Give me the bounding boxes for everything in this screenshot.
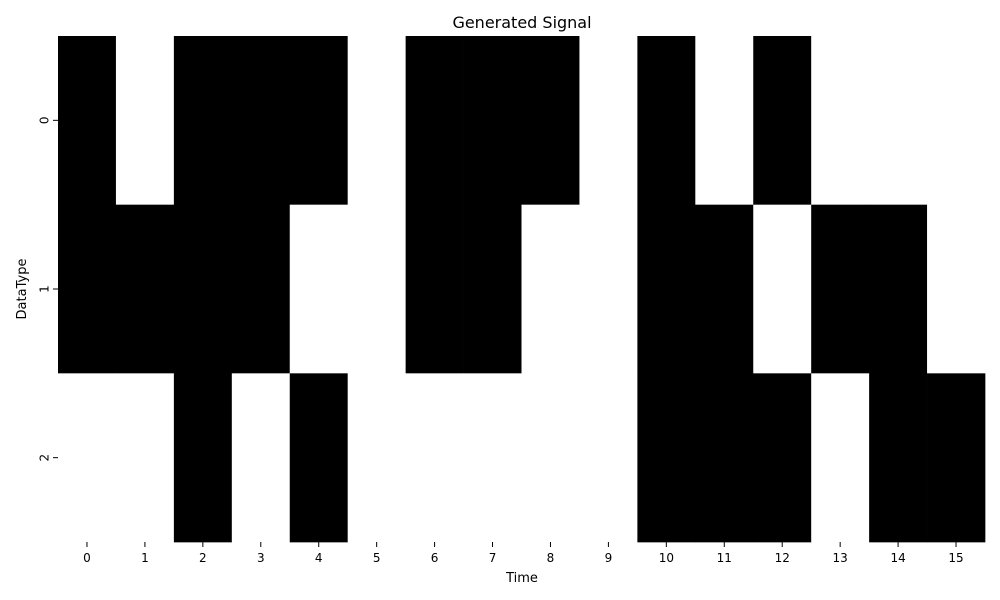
heatmap-cell-r0-c1	[115, 36, 175, 206]
x-tick-label-6: 6	[431, 551, 439, 565]
heatmap-cell-r1-c13	[811, 204, 870, 374]
heatmap-cell-r2-c9	[579, 373, 638, 543]
x-tick-label-4: 4	[315, 551, 323, 565]
heatmap-cell-r2-c1	[115, 373, 175, 543]
heatmap-cell-r0-c15	[927, 36, 986, 206]
x-tick-label-1: 1	[141, 551, 149, 565]
heatmap-cell-r2-c7	[463, 373, 522, 543]
x-tick-label-9: 9	[605, 551, 613, 565]
heatmap-cell-r2-c12	[753, 373, 812, 543]
heatmap-cell-r0-c9	[579, 36, 638, 206]
heatmap-cell-r0-c2	[173, 36, 233, 206]
heatmap-cell-r2-c5	[347, 373, 406, 543]
heatmap-cell-r1-c9	[579, 204, 638, 374]
heatmap-cells	[58, 36, 986, 543]
heatmap-cell-r1-c11	[695, 204, 754, 374]
x-tick-label-7: 7	[489, 551, 497, 565]
heatmap-cell-r0-c5	[347, 36, 406, 206]
heatmap-cell-r0-c11	[695, 36, 754, 206]
heatmap-cell-r1-c2	[173, 204, 233, 374]
heatmap-cell-r2-c14	[869, 373, 928, 543]
heatmap-cell-r1-c3	[231, 204, 291, 374]
heatmap-cell-r1-c8	[521, 204, 580, 374]
heatmap-cell-r0-c7	[463, 36, 522, 206]
heatmap-cell-r2-c2	[173, 373, 233, 543]
x-tick-label-3: 3	[257, 551, 265, 565]
heatmap-cell-r0-c8	[521, 36, 580, 206]
x-tick-label-14: 14	[890, 551, 905, 565]
heatmap-cell-r1-c7	[463, 204, 522, 374]
heatmap-cell-r2-c0	[58, 373, 117, 543]
heatmap-cell-r0-c12	[753, 36, 812, 206]
x-tick-label-10: 10	[659, 551, 674, 565]
heatmap-cell-r2-c6	[405, 373, 464, 543]
x-tick-label-12: 12	[775, 551, 790, 565]
heatmap-cell-r1-c1	[115, 204, 175, 374]
heatmap-cell-r1-c10	[637, 204, 696, 374]
heatmap-cell-r1-c6	[405, 204, 464, 374]
heatmap-cell-r2-c3	[231, 373, 291, 543]
heatmap-cell-r0-c6	[405, 36, 464, 206]
x-tick-label-15: 15	[948, 551, 963, 565]
heatmap-cell-r0-c10	[637, 36, 696, 206]
heatmap-cell-r1-c15	[927, 204, 986, 374]
heatmap-cell-r2-c8	[521, 373, 580, 543]
y-tick-label-1: 1	[38, 285, 52, 293]
x-tick-label-8: 8	[547, 551, 555, 565]
y-tick-label-0: 0	[38, 117, 52, 125]
heatmap-cell-r1-c5	[347, 204, 406, 374]
y-tick-label-2: 2	[38, 454, 52, 462]
heatmap-cell-r2-c15	[927, 373, 986, 543]
x-tick-label-13: 13	[833, 551, 848, 565]
x-tick-label-11: 11	[717, 551, 732, 565]
x-tick-label-5: 5	[373, 551, 381, 565]
x-tick-label-2: 2	[199, 551, 207, 565]
heatmap-cell-r2-c11	[695, 373, 754, 543]
heatmap-cell-r1-c0	[58, 204, 117, 374]
chart-title: Generated Signal	[452, 13, 591, 32]
y-axis: 0 1 2	[38, 117, 58, 462]
heatmap-cell-r2-c13	[811, 373, 870, 543]
heatmap-cell-r0-c4	[289, 36, 349, 206]
heatmap-cell-r0-c0	[58, 36, 117, 206]
heatmap-cell-r1-c4	[289, 204, 349, 374]
heatmap-cell-r1-c14	[869, 204, 928, 374]
heatmap-cell-r2-c10	[637, 373, 696, 543]
heatmap-cell-r0-c13	[811, 36, 870, 206]
heatmap-cell-r2-c4	[289, 373, 349, 543]
x-tick-label-0: 0	[83, 551, 91, 565]
heatmap-cell-r0-c14	[869, 36, 928, 206]
x-axis-label: Time	[505, 571, 538, 586]
y-axis-label: DataType	[15, 259, 30, 320]
heatmap-cell-r1-c12	[753, 204, 812, 374]
heatmap-cell-r0-c3	[231, 36, 291, 206]
x-axis: 0 1 2 3 4 5 6 7 8 9 10 11 12 13 14 15	[83, 542, 964, 565]
